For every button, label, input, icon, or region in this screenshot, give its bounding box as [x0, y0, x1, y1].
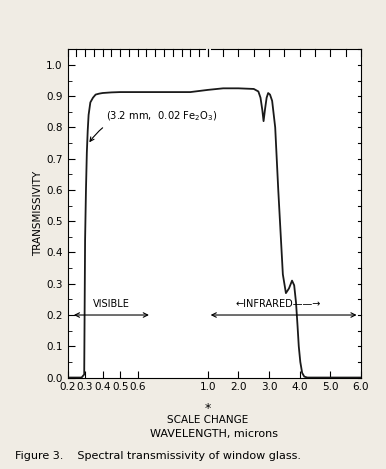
Text: ←INFRARED——→: ←INFRARED——→ [236, 299, 321, 309]
Text: SCALE CHANGE: SCALE CHANGE [167, 416, 249, 425]
Text: (3.2 mm,  0.02 Fe$_2$O$_3$): (3.2 mm, 0.02 Fe$_2$O$_3$) [90, 110, 218, 141]
Text: Figure 3.    Spectral transmissivity of window glass.: Figure 3. Spectral transmissivity of win… [15, 451, 301, 461]
X-axis label: WAVELENGTH, microns: WAVELENGTH, microns [150, 429, 278, 439]
Text: VISIBLE: VISIBLE [93, 299, 130, 309]
Y-axis label: TRANSMISSIVITY: TRANSMISSIVITY [33, 171, 43, 256]
Text: *: * [205, 402, 211, 415]
